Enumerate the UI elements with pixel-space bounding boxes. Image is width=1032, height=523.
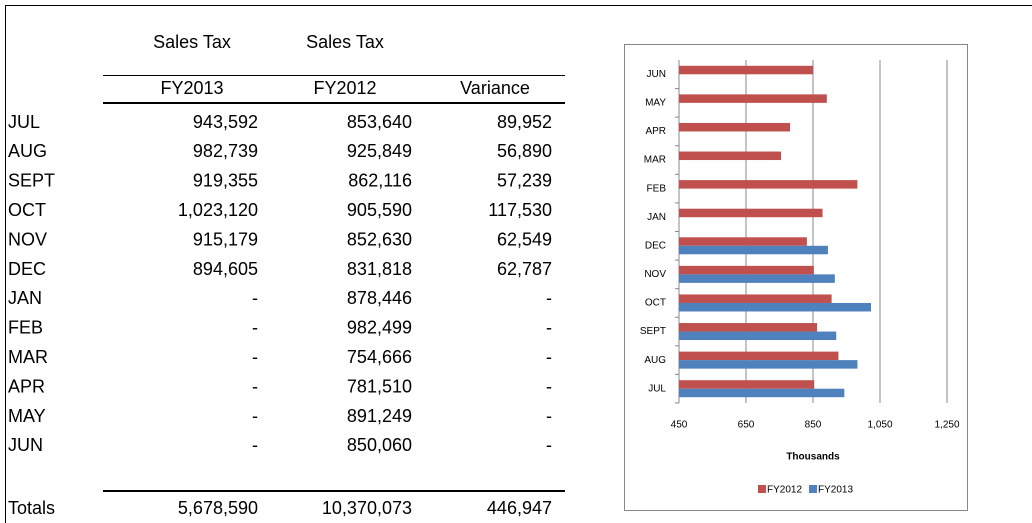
row-label: SEPT	[8, 171, 55, 191]
cell: 982,739	[193, 141, 258, 161]
legend-label: FY2012	[767, 485, 802, 496]
y-tick-label: OCT	[645, 298, 666, 309]
cell: -	[252, 376, 258, 396]
bar	[679, 151, 782, 161]
bar	[679, 331, 837, 341]
row-label: FEB	[8, 318, 43, 338]
y-tick-label: JUL	[648, 383, 666, 394]
cell: 943,592	[193, 112, 258, 132]
cell: 831,818	[347, 259, 412, 279]
cell: -	[546, 406, 552, 426]
cell: 781,510	[347, 376, 412, 396]
bar	[679, 388, 845, 398]
cell: 62,549	[497, 229, 552, 249]
row-label: MAY	[8, 406, 46, 426]
row-label: AUG	[8, 141, 47, 161]
cell: 5,678,590	[178, 498, 258, 518]
column-header: FY2013	[160, 78, 223, 98]
bar	[679, 360, 858, 369]
cell: -	[252, 288, 258, 308]
group-header: Sales Tax	[306, 32, 384, 52]
cell: 862,116	[348, 171, 412, 191]
bar	[679, 274, 835, 283]
row-label: APR	[8, 376, 45, 396]
cell: 446,947	[487, 498, 552, 518]
y-tick-label: MAR	[644, 155, 666, 166]
cell: 117,530	[488, 200, 552, 220]
legend-label: FY2013	[818, 485, 853, 496]
row-label: JUN	[8, 435, 43, 455]
cell: 62,787	[497, 259, 552, 279]
row-label: MAR	[8, 347, 48, 367]
y-tick-label: MAY	[645, 98, 666, 109]
bar	[679, 65, 814, 75]
cell: 10,370,073	[322, 498, 412, 518]
x-tick-label: 1,250	[934, 420, 959, 431]
legend-swatch	[758, 485, 766, 493]
cell: -	[546, 318, 552, 338]
cell: -	[546, 288, 552, 308]
x-tick-label: 1,050	[867, 420, 892, 431]
bar	[679, 351, 839, 361]
row-label: OCT	[8, 200, 46, 220]
cell: 853,640	[347, 112, 412, 132]
y-tick-label: FEB	[647, 183, 667, 194]
bar	[679, 323, 818, 332]
cell: 1,023,120	[178, 200, 258, 220]
y-tick-label: SEPT	[640, 326, 666, 337]
cell: -	[252, 347, 258, 367]
cell: 56,890	[497, 141, 552, 161]
cell: 89,952	[497, 112, 552, 132]
x-tick-label: 850	[805, 420, 822, 431]
legend-swatch	[809, 485, 818, 493]
cell: 905,590	[347, 200, 412, 220]
bar	[679, 245, 828, 255]
bar	[679, 294, 832, 303]
bar	[679, 180, 858, 189]
cell: -	[546, 347, 552, 367]
cell: -	[546, 435, 552, 455]
cell: 919,355	[193, 171, 258, 191]
cell: 894,605	[193, 259, 258, 279]
row-label: DEC	[8, 259, 46, 279]
cell: 982,499	[347, 318, 412, 338]
cell: -	[252, 435, 258, 455]
x-tick-label: 450	[671, 420, 688, 431]
bar	[679, 208, 823, 218]
y-tick-label: DEC	[645, 240, 666, 251]
y-tick-label: JAN	[647, 212, 666, 223]
cell: -	[252, 406, 258, 426]
row-label: Totals	[8, 498, 55, 518]
cell: 878,446	[347, 288, 412, 308]
cell: 57,239	[497, 171, 552, 191]
cell: 850,060	[347, 435, 412, 455]
bar	[679, 237, 807, 246]
y-tick-label: AUG	[644, 355, 666, 366]
cell: 891,249	[347, 406, 412, 426]
y-tick-label: JUN	[647, 69, 666, 80]
row-label: JAN	[8, 288, 42, 308]
cell: -	[252, 318, 258, 338]
x-axis-label: Thousands	[786, 452, 840, 463]
cell: 754,666	[347, 347, 412, 367]
bar	[679, 94, 827, 103]
column-header: Variance	[460, 78, 530, 98]
cell: 915,179	[193, 229, 258, 249]
column-header: FY2012	[313, 78, 376, 98]
bar	[679, 265, 814, 275]
x-tick-label: 650	[738, 420, 755, 431]
row-label: JUL	[8, 112, 40, 132]
bar	[679, 122, 791, 132]
y-tick-label: APR	[645, 126, 666, 137]
cell: 925,849	[347, 141, 412, 161]
cell: -	[546, 376, 552, 396]
y-tick-label: NOV	[644, 269, 666, 280]
bar	[679, 302, 871, 312]
group-header: Sales Tax	[153, 32, 231, 52]
bar	[679, 380, 815, 389]
cell: 852,630	[347, 229, 412, 249]
row-label: NOV	[8, 229, 47, 249]
